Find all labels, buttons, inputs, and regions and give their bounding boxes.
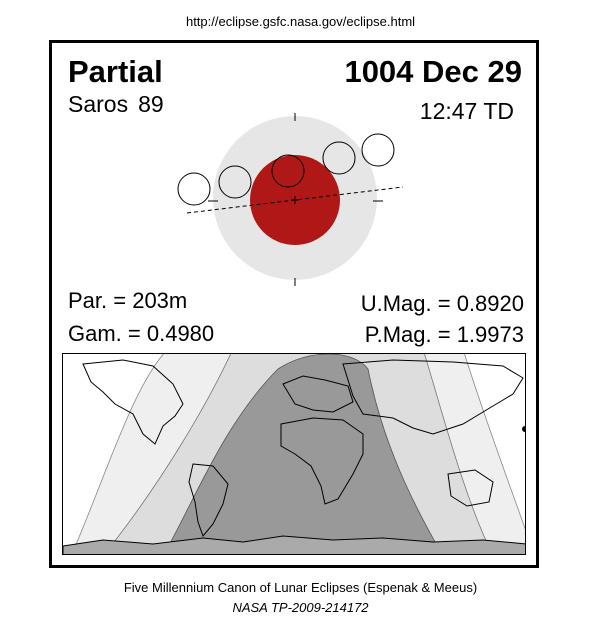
reference-citation: NASA TP-2009-214172 bbox=[232, 600, 369, 615]
parameter-umag: U.Mag. = 0.8920 bbox=[360, 291, 524, 316]
eclipse-type: Partial bbox=[68, 54, 163, 89]
continent-europe bbox=[282, 375, 354, 413]
moon-position-p1 bbox=[177, 172, 211, 206]
eclipse-geometry-diagram bbox=[177, 113, 404, 286]
world-map-svg bbox=[63, 354, 525, 554]
parameter-par: Par. = 203m bbox=[68, 288, 188, 313]
canon-caption: Five Millennium Canon of Lunar Eclipses … bbox=[123, 580, 478, 595]
continent-south-america bbox=[188, 463, 229, 537]
moon-position-p4 bbox=[361, 133, 395, 167]
saros-label: Saros bbox=[68, 91, 129, 117]
eclipse-figure: Partial 1004 Dec 29 Saros 89 12:47 TD Par… bbox=[49, 40, 539, 568]
antarctica-coastline bbox=[63, 535, 525, 554]
continent-asia bbox=[342, 359, 524, 435]
moon-position-u4 bbox=[322, 141, 356, 175]
visibility-map bbox=[62, 353, 526, 555]
saros-number: 89 bbox=[138, 91, 164, 117]
visibility-zone-total bbox=[163, 354, 443, 554]
continent-australia bbox=[447, 469, 494, 507]
parameter-gam: Gam. = 0.4980 bbox=[68, 321, 215, 346]
moon-position-max bbox=[271, 154, 305, 188]
eclipse-time: 12:47 TD bbox=[419, 98, 514, 124]
moon-position-u1 bbox=[218, 165, 252, 199]
saros-line: Saros 89 bbox=[68, 93, 164, 116]
moon-path-line bbox=[186, 186, 404, 214]
parameter-pmag: P.Mag. = 1.9973 bbox=[364, 322, 524, 347]
continent-north-america bbox=[82, 359, 184, 445]
continent-africa bbox=[280, 417, 364, 505]
map-marker-dot bbox=[522, 426, 525, 432]
source-url[interactable]: http://eclipse.gsfc.nasa.gov/eclipse.htm… bbox=[185, 14, 416, 29]
eclipse-date: 1004 Dec 29 bbox=[344, 54, 522, 89]
